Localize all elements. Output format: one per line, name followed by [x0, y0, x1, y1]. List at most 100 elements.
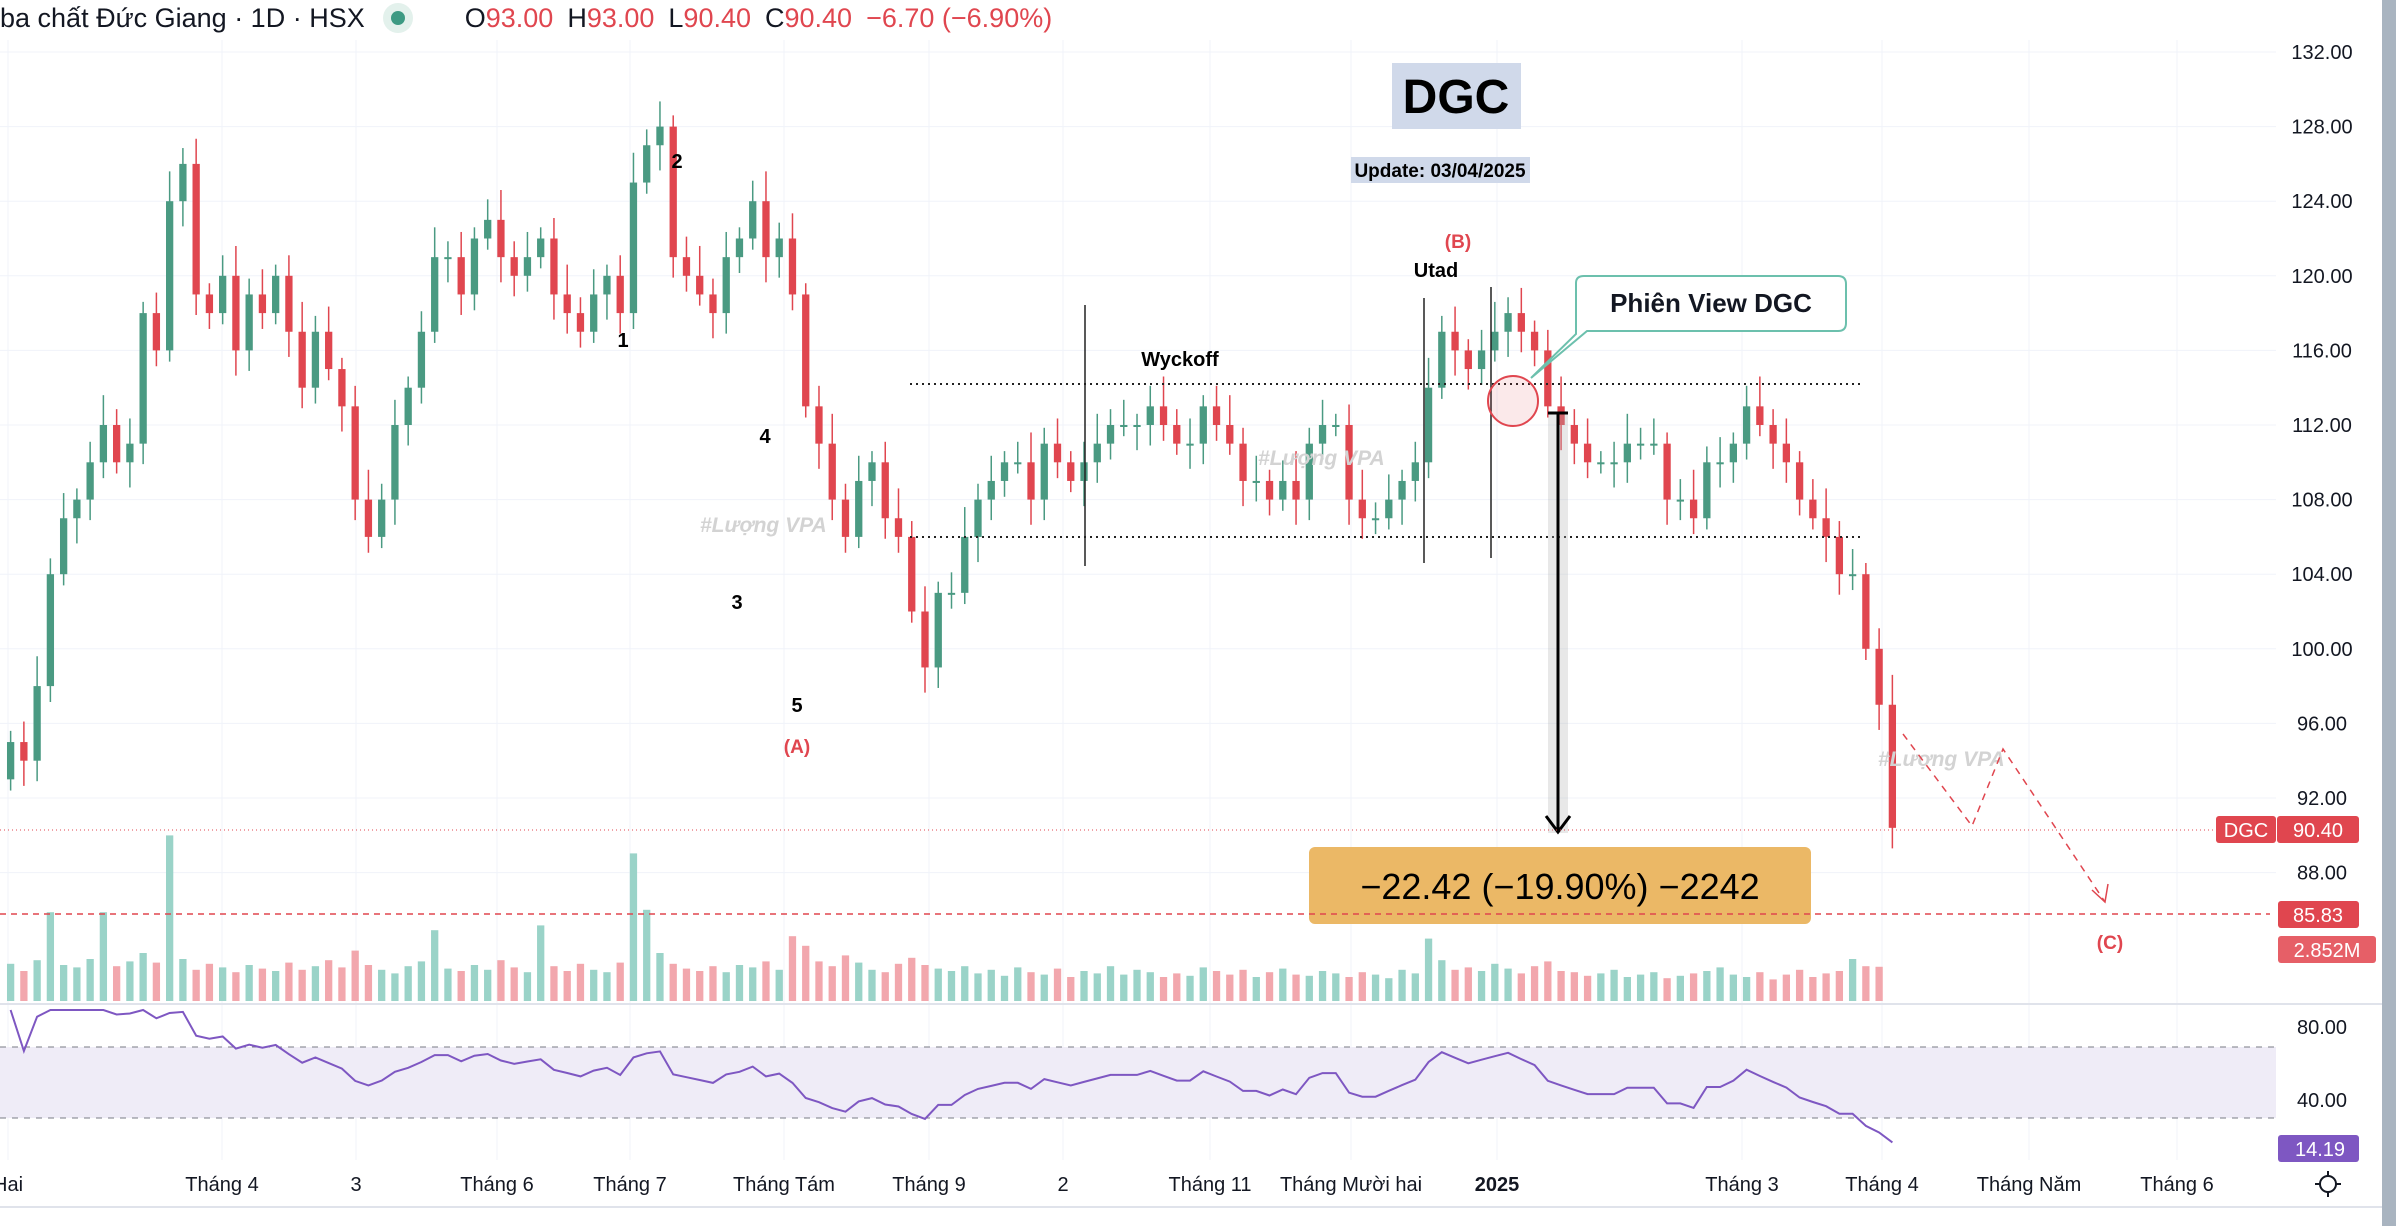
volume-bar	[788, 936, 797, 1001]
candle	[1398, 480, 1406, 500]
settings-gear-icon[interactable]	[2315, 1171, 2341, 1197]
candle	[232, 275, 240, 351]
price-tick: 108.00	[2291, 490, 2352, 512]
volume-bar	[934, 968, 942, 1001]
time-tick: 3	[350, 1174, 361, 1196]
candle	[1438, 331, 1446, 388]
wave-2-label: 2	[671, 151, 682, 173]
candle	[1093, 443, 1101, 463]
wave-4-label: 4	[759, 426, 771, 448]
candle	[1067, 462, 1075, 481]
candle	[1517, 313, 1525, 332]
volume-bar	[722, 972, 730, 1001]
price-axis[interactable]: 132.00 128.00 124.00 120.00 116.00 112.00 108.…	[2291, 42, 2352, 885]
candle	[205, 294, 214, 314]
volume-bar	[391, 973, 399, 1001]
candle	[457, 257, 465, 295]
candle	[1345, 425, 1353, 500]
candle	[497, 219, 505, 258]
candle	[749, 201, 757, 239]
wave-a-label: (A)	[784, 737, 810, 758]
volume-bar	[457, 971, 465, 1001]
volume-bar	[894, 963, 903, 1001]
volume-bar	[510, 967, 518, 1001]
volume-bar	[112, 966, 121, 1001]
highlight-circle[interactable]	[1487, 375, 1539, 427]
volume-bar	[616, 962, 624, 1001]
volume-bar	[987, 969, 995, 1001]
candle	[1305, 443, 1313, 500]
candle	[1106, 425, 1115, 444]
projection-path[interactable]	[1902, 733, 2106, 903]
volume-bar	[232, 972, 240, 1001]
candle	[961, 536, 969, 593]
candle	[510, 257, 518, 276]
candle	[974, 499, 982, 537]
candle	[417, 331, 426, 388]
time-tick: Tháng 4	[185, 1174, 258, 1196]
close-value: 90.40	[784, 2, 853, 33]
volume-bar	[682, 968, 691, 1001]
candle	[46, 574, 55, 687]
wave-1-label: 1	[617, 330, 628, 352]
title-box	[1392, 63, 1521, 129]
candle	[1199, 406, 1207, 444]
volume-bar	[1875, 966, 1883, 1001]
volume-bar	[1835, 971, 1844, 1001]
volume-bar	[1424, 938, 1433, 1001]
watermark: #Lượng VPA	[1258, 447, 1385, 470]
price-tick: 96.00	[2297, 713, 2347, 735]
time-axis[interactable]: Hai Tháng 4 3 Tháng 6 Tháng 7 Tháng Tám Tháng …	[0, 1174, 2214, 1196]
volume-bar	[749, 967, 757, 1001]
candle	[86, 462, 94, 500]
volume-bar	[1769, 979, 1777, 1001]
volume-bar	[1371, 974, 1380, 1001]
candle	[709, 294, 717, 314]
candle	[285, 275, 293, 332]
volume-bar	[908, 957, 916, 1001]
volume-bar	[1729, 974, 1737, 1001]
candle	[325, 331, 333, 370]
volume-bar	[484, 969, 492, 1001]
candle	[1252, 480, 1260, 483]
volume-bar	[1464, 967, 1472, 1001]
low-value: 90.40	[683, 2, 751, 33]
candle	[828, 443, 836, 500]
callout-box[interactable]	[1530, 275, 1847, 379]
volume-bar	[1265, 972, 1274, 1001]
arrow-icon	[2091, 883, 2109, 904]
price-tick: 120.00	[2291, 266, 2352, 288]
price-tick: 112.00	[2292, 415, 2352, 437]
symbol-name[interactable]: ba chất Đức Giang · 1D · HSX	[0, 2, 365, 33]
volume-bar	[537, 925, 545, 1001]
volume-bar	[166, 835, 174, 1001]
candle	[894, 518, 903, 537]
volume-bar	[1742, 977, 1751, 1001]
volume-bar	[802, 945, 810, 1001]
volume-bar	[881, 972, 889, 1001]
candle	[73, 499, 81, 519]
rsi-line	[9, 1008, 1893, 1144]
candle	[1544, 350, 1552, 407]
volume-bar	[99, 912, 108, 1001]
volume-bar	[775, 969, 783, 1001]
candles	[6, 101, 1897, 849]
open-label: O	[464, 2, 486, 33]
volume-bar	[73, 967, 81, 1001]
volume-bar	[1080, 971, 1088, 1001]
volume-bar	[1782, 974, 1791, 1001]
candle	[1795, 462, 1804, 500]
volume-bar	[205, 963, 214, 1001]
candle	[1358, 499, 1366, 519]
volume-bar	[126, 961, 134, 1001]
candle	[1371, 518, 1380, 521]
volume-bar	[1292, 974, 1300, 1001]
candle	[1411, 462, 1419, 481]
candle	[1835, 536, 1844, 575]
scrollbar[interactable]	[2382, 0, 2396, 1226]
candle	[603, 275, 611, 295]
volume-bar	[1133, 969, 1141, 1001]
volume-bar	[417, 961, 426, 1001]
measure-label: −22.42 (−19.90%) −2242	[1360, 866, 1759, 907]
